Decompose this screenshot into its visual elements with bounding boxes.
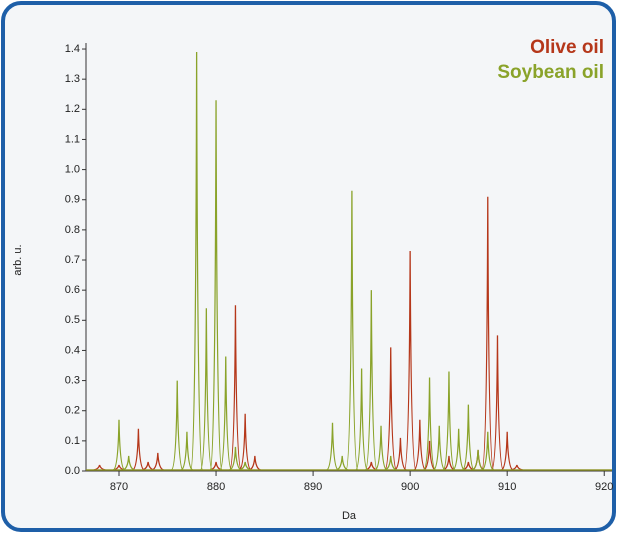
x-tick-label: 880 bbox=[207, 481, 225, 493]
peak bbox=[199, 308, 213, 471]
x-tick-label: 920 bbox=[595, 481, 613, 493]
peak bbox=[238, 413, 252, 471]
peak bbox=[326, 422, 339, 471]
x-axis-label: Da bbox=[342, 510, 357, 522]
peak bbox=[481, 196, 495, 471]
peak bbox=[122, 455, 135, 471]
peak bbox=[384, 455, 397, 471]
x-tick-label: 900 bbox=[401, 481, 419, 493]
y-tick-label: 0.7 bbox=[65, 254, 80, 266]
peak bbox=[423, 440, 436, 471]
y-tick-label: 0.3 bbox=[65, 374, 80, 386]
y-tick-label: 1.1 bbox=[65, 133, 80, 145]
peak bbox=[462, 461, 475, 471]
peak bbox=[229, 446, 242, 471]
peak bbox=[142, 461, 155, 471]
y-tick-label: 0.1 bbox=[65, 435, 80, 447]
peak bbox=[442, 371, 456, 471]
peak bbox=[345, 190, 359, 471]
peak bbox=[209, 100, 223, 471]
peak bbox=[190, 52, 204, 471]
x-tick-label: 870 bbox=[110, 481, 128, 493]
peak bbox=[413, 419, 427, 471]
peak bbox=[132, 428, 145, 471]
peak bbox=[170, 380, 184, 471]
peak bbox=[364, 290, 378, 471]
y-tick-label: 1.4 bbox=[65, 43, 80, 55]
peak bbox=[501, 431, 514, 471]
y-tick-label: 0.4 bbox=[65, 344, 80, 356]
peak bbox=[113, 464, 125, 471]
peak bbox=[403, 250, 417, 471]
peak bbox=[374, 425, 388, 471]
x-tick-label: 910 bbox=[498, 481, 516, 493]
y-tick-label: 1.3 bbox=[65, 73, 80, 85]
peak bbox=[423, 377, 437, 471]
peak bbox=[442, 455, 456, 471]
peak bbox=[365, 461, 378, 471]
legend-entry: Olive oil bbox=[530, 37, 604, 58]
peak bbox=[355, 368, 369, 471]
peak bbox=[228, 305, 242, 471]
y-tick-label: 1.0 bbox=[65, 163, 80, 175]
peak bbox=[462, 404, 475, 471]
peak bbox=[248, 455, 261, 471]
peak bbox=[112, 419, 126, 471]
peak bbox=[336, 455, 349, 471]
y-tick-label: 0.9 bbox=[65, 194, 80, 206]
y-axis-label: arb. u. bbox=[12, 244, 24, 275]
peak bbox=[180, 431, 194, 471]
y-tick-label: 0.6 bbox=[65, 284, 80, 296]
peak bbox=[510, 464, 523, 471]
legend-entry: Soybean oil bbox=[497, 62, 604, 83]
peak bbox=[394, 437, 407, 471]
y-tick-label: 0.8 bbox=[65, 224, 80, 236]
peak bbox=[491, 335, 504, 471]
peak bbox=[481, 431, 494, 471]
peak bbox=[219, 356, 233, 471]
peak bbox=[452, 428, 465, 471]
peak bbox=[433, 425, 446, 471]
y-tick-label: 1.2 bbox=[65, 103, 80, 115]
peak bbox=[210, 461, 223, 471]
x-tick-label: 890 bbox=[304, 481, 322, 493]
peak bbox=[471, 449, 485, 471]
peak bbox=[384, 347, 398, 471]
y-tick-label: 0.0 bbox=[65, 465, 80, 477]
peak bbox=[151, 452, 164, 471]
peak bbox=[239, 461, 252, 471]
y-tick-label: 0.2 bbox=[65, 405, 80, 417]
y-tick-label: 0.5 bbox=[65, 314, 80, 326]
peak bbox=[93, 464, 106, 471]
